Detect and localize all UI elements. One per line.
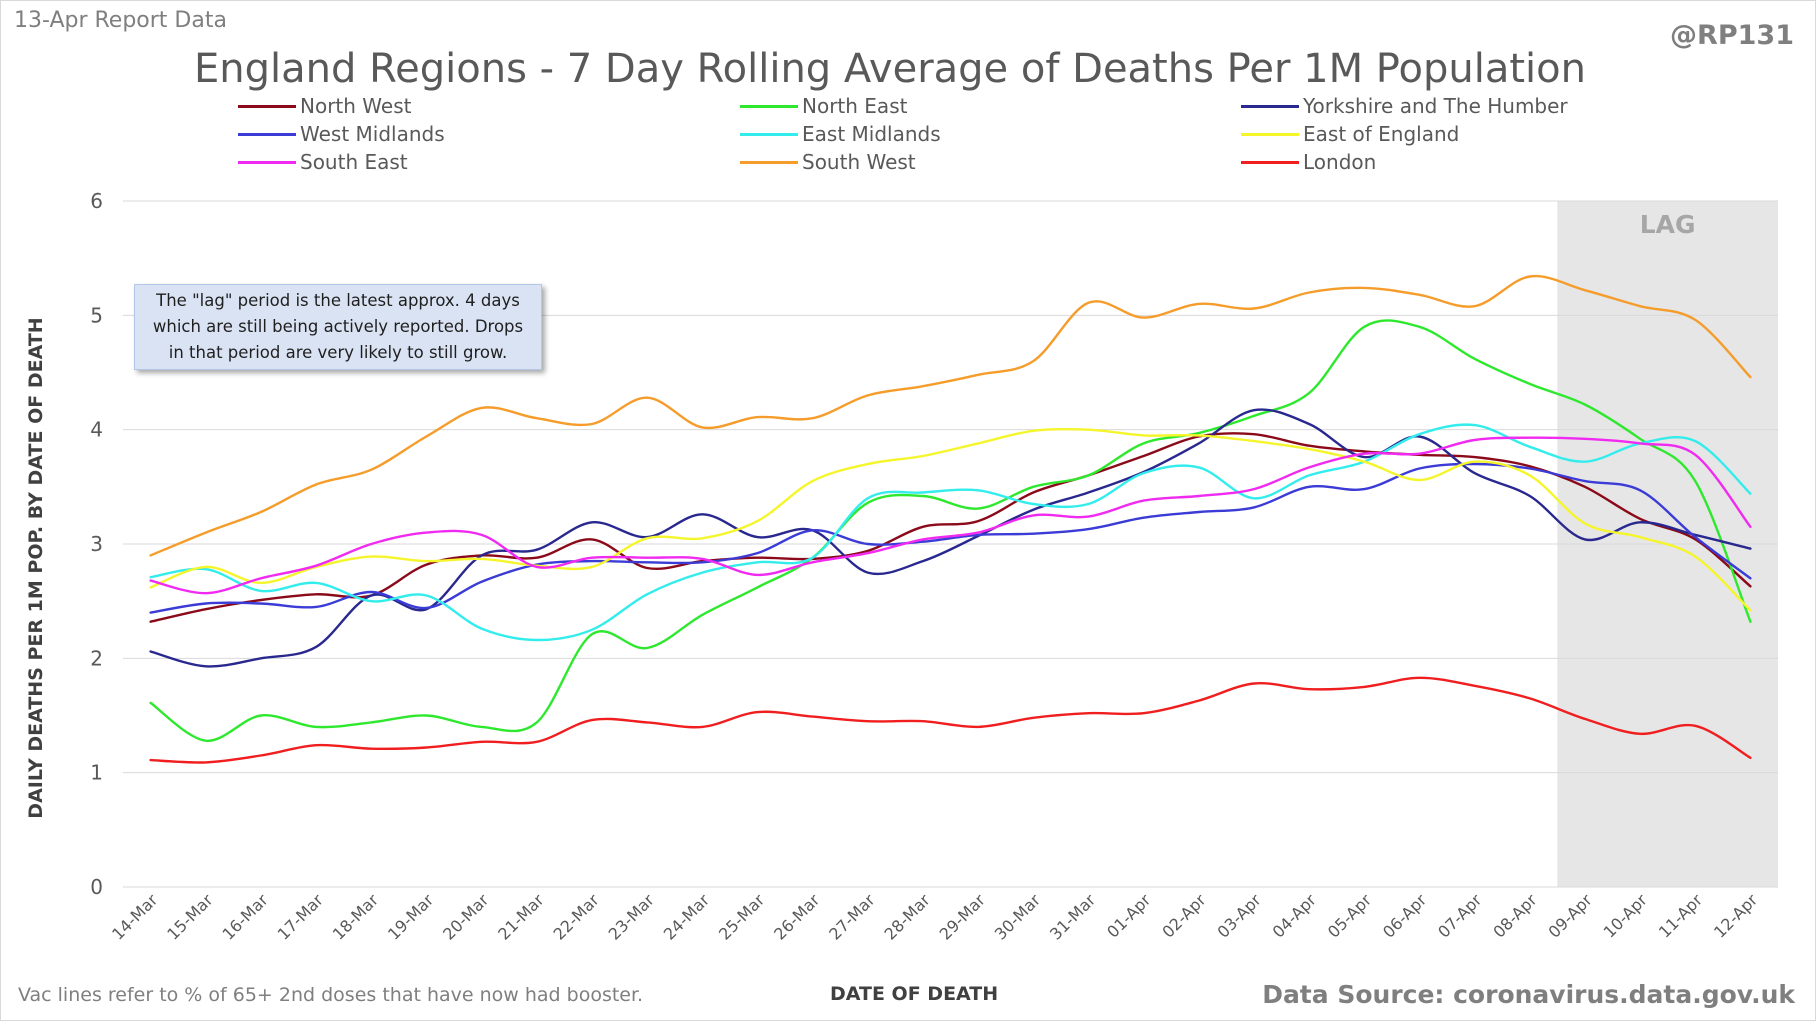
legend-label: Yorkshire and The Humber	[1303, 94, 1568, 118]
annotation-line: in that period are very likely to still …	[168, 343, 508, 362]
y-tick-label: 0	[90, 875, 103, 899]
legend-item-west-midlands: West Midlands	[238, 120, 445, 148]
x-tick-label: 11-Apr	[1655, 890, 1707, 942]
x-tick-label: 27-Mar	[825, 890, 879, 944]
lag-annotation-box: The "lag" period is the latest approx. 4…	[134, 284, 542, 370]
series-line-yorkshire-and-the-humber	[149, 408, 1752, 668]
legend-label: North East	[802, 94, 908, 118]
legend-item-london: London	[1241, 148, 1376, 176]
x-tick-label: 03-Apr	[1214, 890, 1266, 942]
chart-title: England Regions - 7 Day Rolling Average …	[194, 46, 1586, 92]
data-source: Data Source: coronavirus.data.gov.uk	[1262, 980, 1795, 1009]
x-tick-label: 28-Mar	[880, 890, 934, 944]
legend-swatch	[238, 132, 296, 136]
legend-label: East of England	[1303, 122, 1460, 146]
series-line-london	[149, 676, 1752, 764]
series-line-east-midlands	[149, 423, 1752, 642]
legend-swatch	[740, 160, 798, 164]
x-tick-label: 15-Mar	[163, 890, 217, 944]
x-tick-label: 24-Mar	[660, 890, 714, 944]
y-tick-label: 2	[90, 646, 103, 670]
legend-label: West Midlands	[300, 122, 445, 146]
legend-item-east-of-england: East of England	[1241, 120, 1459, 148]
x-tick-label: 10-Apr	[1600, 890, 1652, 942]
legend-label: South West	[802, 150, 916, 174]
legend-item-north-west: North West	[238, 92, 411, 120]
series-line-north-west	[149, 432, 1752, 623]
x-tick-label: 22-Mar	[549, 890, 603, 944]
x-tick-label: 29-Mar	[936, 890, 990, 944]
y-tick-label: 5	[90, 303, 103, 327]
x-tick-label: 30-Mar	[991, 890, 1045, 944]
x-tick-label: 17-Mar	[274, 890, 328, 944]
x-tick-label: 19-Mar	[384, 890, 438, 944]
series-line-north-east	[149, 319, 1752, 742]
x-tick-label: 31-Mar	[1046, 890, 1100, 944]
legend-item-north-east: North East	[740, 92, 907, 120]
x-tick-label: 07-Apr	[1434, 890, 1486, 942]
legend-item-east-midlands: East Midlands	[740, 120, 941, 148]
legend-swatch	[740, 104, 798, 108]
x-tick-label: 09-Apr	[1545, 890, 1597, 942]
x-tick-label: 16-Mar	[218, 890, 272, 944]
series-line-south-east	[149, 436, 1752, 595]
legend-item-south-east: South East	[238, 148, 408, 176]
x-tick-label: 25-Mar	[715, 890, 769, 944]
y-tick-label: 1	[90, 761, 103, 785]
legend-swatch	[1241, 132, 1299, 136]
y-tick-label: 6	[90, 189, 103, 213]
y-axis-label: DAILY DEATHS PER 1M POP. BY DATE OF DEAT…	[25, 317, 47, 819]
legend-swatch	[238, 160, 296, 164]
legend-label: South East	[300, 150, 408, 174]
report-date-label: 13-Apr Report Data	[14, 8, 227, 33]
annotation-line: The "lag" period is the latest approx. 4…	[156, 291, 520, 310]
x-tick-label: 26-Mar	[770, 890, 824, 944]
series-line-west-midlands	[149, 462, 1752, 614]
x-tick-label: 12-Apr	[1710, 890, 1762, 942]
x-tick-label: 14-Mar	[108, 890, 162, 944]
x-tick-label: 18-Mar	[329, 890, 383, 944]
legend-swatch	[238, 104, 296, 108]
legend-item-south-west: South West	[740, 148, 916, 176]
legend-item-yorkshire-and-the-humber: Yorkshire and The Humber	[1241, 92, 1568, 120]
x-tick-label: 20-Mar	[439, 890, 493, 944]
x-tick-label: 02-Apr	[1158, 890, 1210, 942]
x-tick-label: 05-Apr	[1324, 890, 1376, 942]
series-line-east-of-england	[149, 427, 1752, 612]
chart-legend: North West North East Yorkshire and The Hu…	[238, 94, 1718, 190]
legend-swatch	[740, 132, 798, 136]
x-tick-label: 23-Mar	[605, 890, 659, 944]
x-axis-label: DATE OF DEATH	[830, 983, 999, 1005]
y-tick-label: 3	[90, 532, 103, 556]
lag-region-label: LAG	[1640, 210, 1696, 239]
legend-label: London	[1303, 150, 1377, 174]
x-tick-label: 04-Apr	[1269, 890, 1321, 942]
annotation-line: which are still being actively reported.…	[152, 317, 524, 336]
author-handle: @RP131	[1670, 20, 1794, 51]
x-tick-label: 08-Apr	[1489, 890, 1541, 942]
legend-label: North West	[300, 94, 412, 118]
legend-label: East Midlands	[802, 122, 941, 146]
y-tick-label: 4	[90, 418, 103, 442]
vaccine-footnote: Vac lines refer to % of 65+ 2nd doses th…	[18, 984, 644, 1006]
x-tick-label: 21-Mar	[494, 890, 548, 944]
legend-swatch	[1241, 104, 1299, 108]
series-line-south-west	[149, 274, 1752, 557]
x-tick-label: 06-Apr	[1379, 890, 1431, 942]
x-tick-label: 01-Apr	[1103, 890, 1155, 942]
legend-swatch	[1241, 160, 1299, 164]
